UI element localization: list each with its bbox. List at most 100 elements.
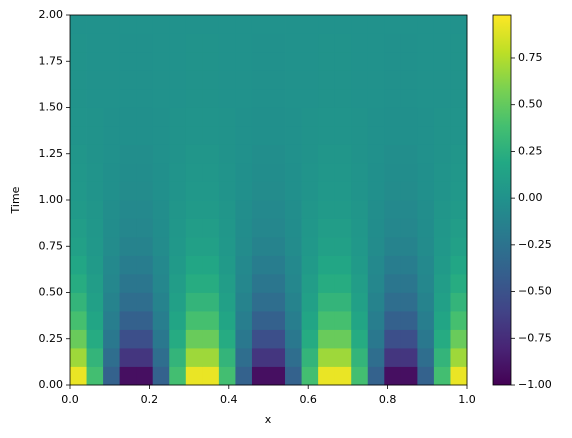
- heatmap-cell: [218, 126, 236, 145]
- heatmap-cell: [400, 292, 418, 312]
- heatmap-cell: [334, 200, 352, 219]
- heatmap-cell: [433, 218, 451, 238]
- heatmap-cell: [400, 89, 418, 108]
- heatmap-cell: [400, 311, 418, 330]
- heatmap-cell: [169, 33, 187, 53]
- heatmap-cell: [103, 89, 121, 108]
- heatmap-cell: [202, 126, 220, 145]
- heatmap-cell: [417, 70, 435, 90]
- heatmap-cell: [251, 70, 269, 90]
- heatmap-cell: [169, 200, 187, 219]
- heatmap-cell: [235, 163, 253, 182]
- heatmap-cell: [268, 218, 286, 238]
- heatmap-cell: [103, 200, 121, 219]
- heatmap-cell: [202, 33, 220, 53]
- heatmap-cell: [285, 181, 302, 201]
- heatmap-cell: [417, 237, 435, 256]
- heatmap-cell: [367, 15, 385, 34]
- heatmap-cell: [251, 181, 269, 201]
- heatmap-cell: [103, 329, 121, 349]
- heatmap-cell: [351, 181, 369, 201]
- heatmap-cell: [185, 366, 203, 386]
- heatmap-cell: [285, 33, 302, 53]
- heatmap-cell: [417, 348, 435, 367]
- heatmap-cell: [301, 163, 319, 182]
- heatmap-cell: [384, 366, 402, 386]
- heatmap-cell: [169, 52, 187, 71]
- heatmap-cell: [202, 144, 220, 164]
- y-tick-label: 2.00: [39, 8, 64, 21]
- heatmap-cell: [119, 292, 137, 312]
- heatmap-cell: [119, 255, 137, 275]
- heatmap-cell: [384, 15, 402, 34]
- heatmap-cell: [417, 366, 435, 386]
- heatmap-cell: [417, 89, 435, 108]
- heatmap-cell: [70, 292, 87, 312]
- y-tick-label: 1.75: [39, 54, 64, 67]
- heatmap-cell: [318, 311, 336, 330]
- heatmap-cell: [301, 70, 319, 90]
- heatmap-cell: [70, 89, 87, 108]
- heatmap-cell: [285, 366, 302, 386]
- heatmap-cell: [367, 292, 385, 312]
- heatmap-cell: [185, 15, 203, 34]
- heatmap-cell: [119, 329, 137, 349]
- heatmap-cell: [367, 218, 385, 238]
- heatmap-cell: [235, 311, 253, 330]
- heatmap-cell: [334, 366, 352, 386]
- heatmap-cell: [202, 200, 220, 219]
- heatmap-cell: [202, 107, 220, 127]
- heatmap-cell: [218, 329, 236, 349]
- heatmap-cell: [384, 311, 402, 330]
- heatmap-cell: [400, 33, 418, 53]
- heatmap-cell: [351, 107, 369, 127]
- heatmap-cell: [152, 33, 170, 53]
- heatmap-cell: [86, 144, 104, 164]
- heatmap-cell: [119, 218, 137, 238]
- heatmap-cell: [318, 292, 336, 312]
- heatmap-cell: [433, 163, 451, 182]
- heatmap-cell: [202, 218, 220, 238]
- heatmap-cell: [351, 274, 369, 293]
- heatmap-cell: [318, 200, 336, 219]
- heatmap-cell: [185, 329, 203, 349]
- heatmap-cell: [384, 329, 402, 349]
- heatmap-cell: [136, 311, 154, 330]
- heatmap-cell: [70, 348, 87, 367]
- heatmap-cell: [218, 237, 236, 256]
- heatmap-cell: [367, 237, 385, 256]
- heatmap-cell: [152, 311, 170, 330]
- heatmap-cell: [119, 200, 137, 219]
- heatmap-cell: [450, 144, 468, 164]
- heatmap-cell: [450, 126, 468, 145]
- heatmap-cell: [218, 33, 236, 53]
- heatmap-cell: [384, 126, 402, 145]
- heatmap-cell: [218, 200, 236, 219]
- heatmap-cell: [169, 15, 187, 34]
- heatmap-cell: [417, 181, 435, 201]
- heatmap-cell: [285, 200, 302, 219]
- heatmap-cell: [450, 255, 468, 275]
- heatmap-cell: [86, 292, 104, 312]
- heatmap-cell: [318, 52, 336, 71]
- y-tick-label: 0.50: [39, 286, 64, 299]
- heatmap-cell: [202, 163, 220, 182]
- y-axis-label: Time: [9, 186, 22, 214]
- heatmap-cell: [136, 107, 154, 127]
- heatmap-cell: [433, 126, 451, 145]
- heatmap-cell: [268, 126, 286, 145]
- colorbar-tick-label: −0.25: [518, 238, 552, 251]
- heatmap-cell: [351, 126, 369, 145]
- heatmap-cell: [119, 107, 137, 127]
- heatmap-cell: [235, 292, 253, 312]
- heatmap-cell: [285, 311, 302, 330]
- heatmap-cell: [301, 126, 319, 145]
- heatmap-cell: [318, 70, 336, 90]
- heatmap-cell: [318, 163, 336, 182]
- heatmap-cell: [185, 255, 203, 275]
- heatmap-cell: [152, 348, 170, 367]
- heatmap-cell: [268, 52, 286, 71]
- heatmap-cell: [251, 255, 269, 275]
- heatmap-cell: [235, 33, 253, 53]
- heatmap-cell: [301, 181, 319, 201]
